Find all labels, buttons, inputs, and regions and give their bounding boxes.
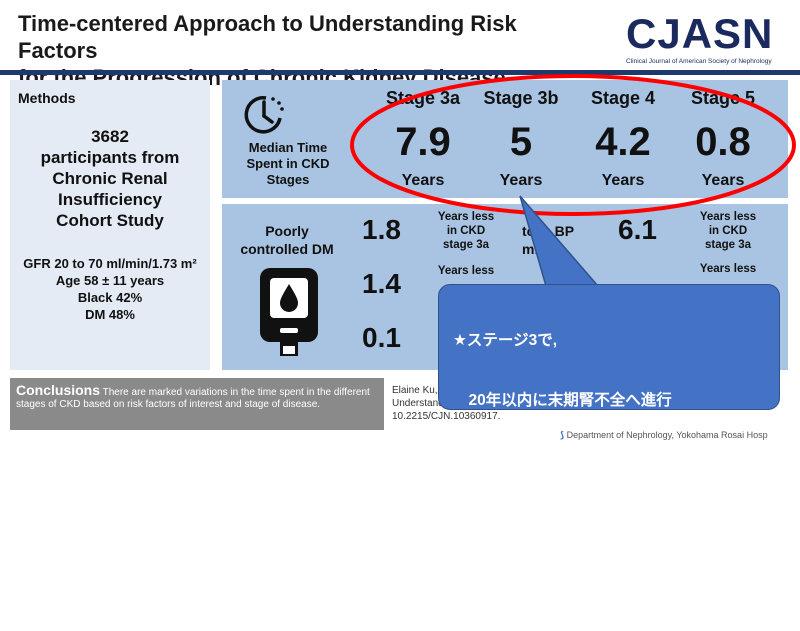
- dm-label: Poorly controlled DM: [240, 223, 334, 257]
- journal-logo: CJASN Clinical Journal of American Socie…: [626, 10, 786, 66]
- dm-row-1-desc: Years less in CKD stage 3a: [437, 211, 495, 251]
- stage-3b-value: 5: [509, 120, 533, 164]
- cohort-stats: GFR 20 to 70 ml/min/1.73 m² Age 58 ± 11 …: [23, 256, 197, 322]
- stage-4-value: 4.2: [595, 120, 651, 164]
- hospital-logo-icon: ⟆: [560, 430, 567, 440]
- dm-row-1-value: 1.8: [362, 214, 401, 245]
- stage-5-name: Stage 5: [690, 88, 756, 108]
- bp-row-1-value: 6.1: [618, 214, 657, 245]
- stage-3b-unit: Years: [499, 172, 543, 189]
- logo-subtitle: Clinical Journal of American Society of …: [626, 58, 772, 65]
- stage-4-unit: Years: [601, 172, 645, 189]
- stage-3a-value: 7.9: [395, 120, 451, 164]
- conclusions-heading: Conclusions: [16, 382, 101, 398]
- stage-4-name: Stage 4: [590, 88, 656, 108]
- bp-row-2-desc: Years less: [699, 263, 757, 275]
- header-divider: [0, 70, 800, 75]
- dm-row-2-value: 1.4: [362, 268, 401, 299]
- methods-panel: Methods 3682 participants from Chronic R…: [10, 80, 210, 370]
- stage-3b-name: Stage 3b: [483, 88, 559, 108]
- stage-3a-name: Stage 3a: [385, 88, 461, 108]
- annotation-callout: ★ステージ3で, 20年以内に末期腎不全へ進行 （ステージ4では5年） ★糖尿病…: [438, 284, 780, 589]
- conclusions-box: Conclusions There are marked variations …: [10, 378, 384, 430]
- clock-icon: [244, 96, 284, 134]
- conclusions-text: Conclusions There are marked variations …: [16, 382, 370, 410]
- median-time-panel: Median Time Spent in CKD Stages Stage 3a…: [222, 80, 788, 198]
- median-time-label: Median Time Spent in CKD Stages: [246, 140, 330, 187]
- callout-pointer: [519, 195, 600, 287]
- callout-text: ★ステージ3で, 20年以内に末期腎不全へ進行 （ステージ4では5年） ★糖尿病…: [453, 332, 689, 589]
- bp-row-1-desc: Years less in CKD stage 3a: [699, 211, 757, 251]
- participants-block: 3682 participants from Chronic Renal Ins…: [10, 126, 210, 231]
- stage-5-value: 0.8: [695, 120, 751, 164]
- dm-row-3-value: 0.1: [362, 322, 401, 353]
- participant-count: 3682: [91, 127, 129, 146]
- highlight-oval: [350, 74, 796, 216]
- citation: Elaine Ku, Understandi 10.2215/CJN.10360…: [392, 385, 501, 422]
- stage-3a-unit: Years: [401, 172, 445, 189]
- stage-5-unit: Years: [701, 172, 745, 189]
- footer-affiliation: ⟆ Department of Nephrology, Yokohama Ros…: [560, 430, 768, 440]
- logo-text: CJASN: [626, 10, 774, 57]
- methods-label: Methods: [18, 90, 76, 106]
- glucose-meter-icon: [260, 268, 318, 356]
